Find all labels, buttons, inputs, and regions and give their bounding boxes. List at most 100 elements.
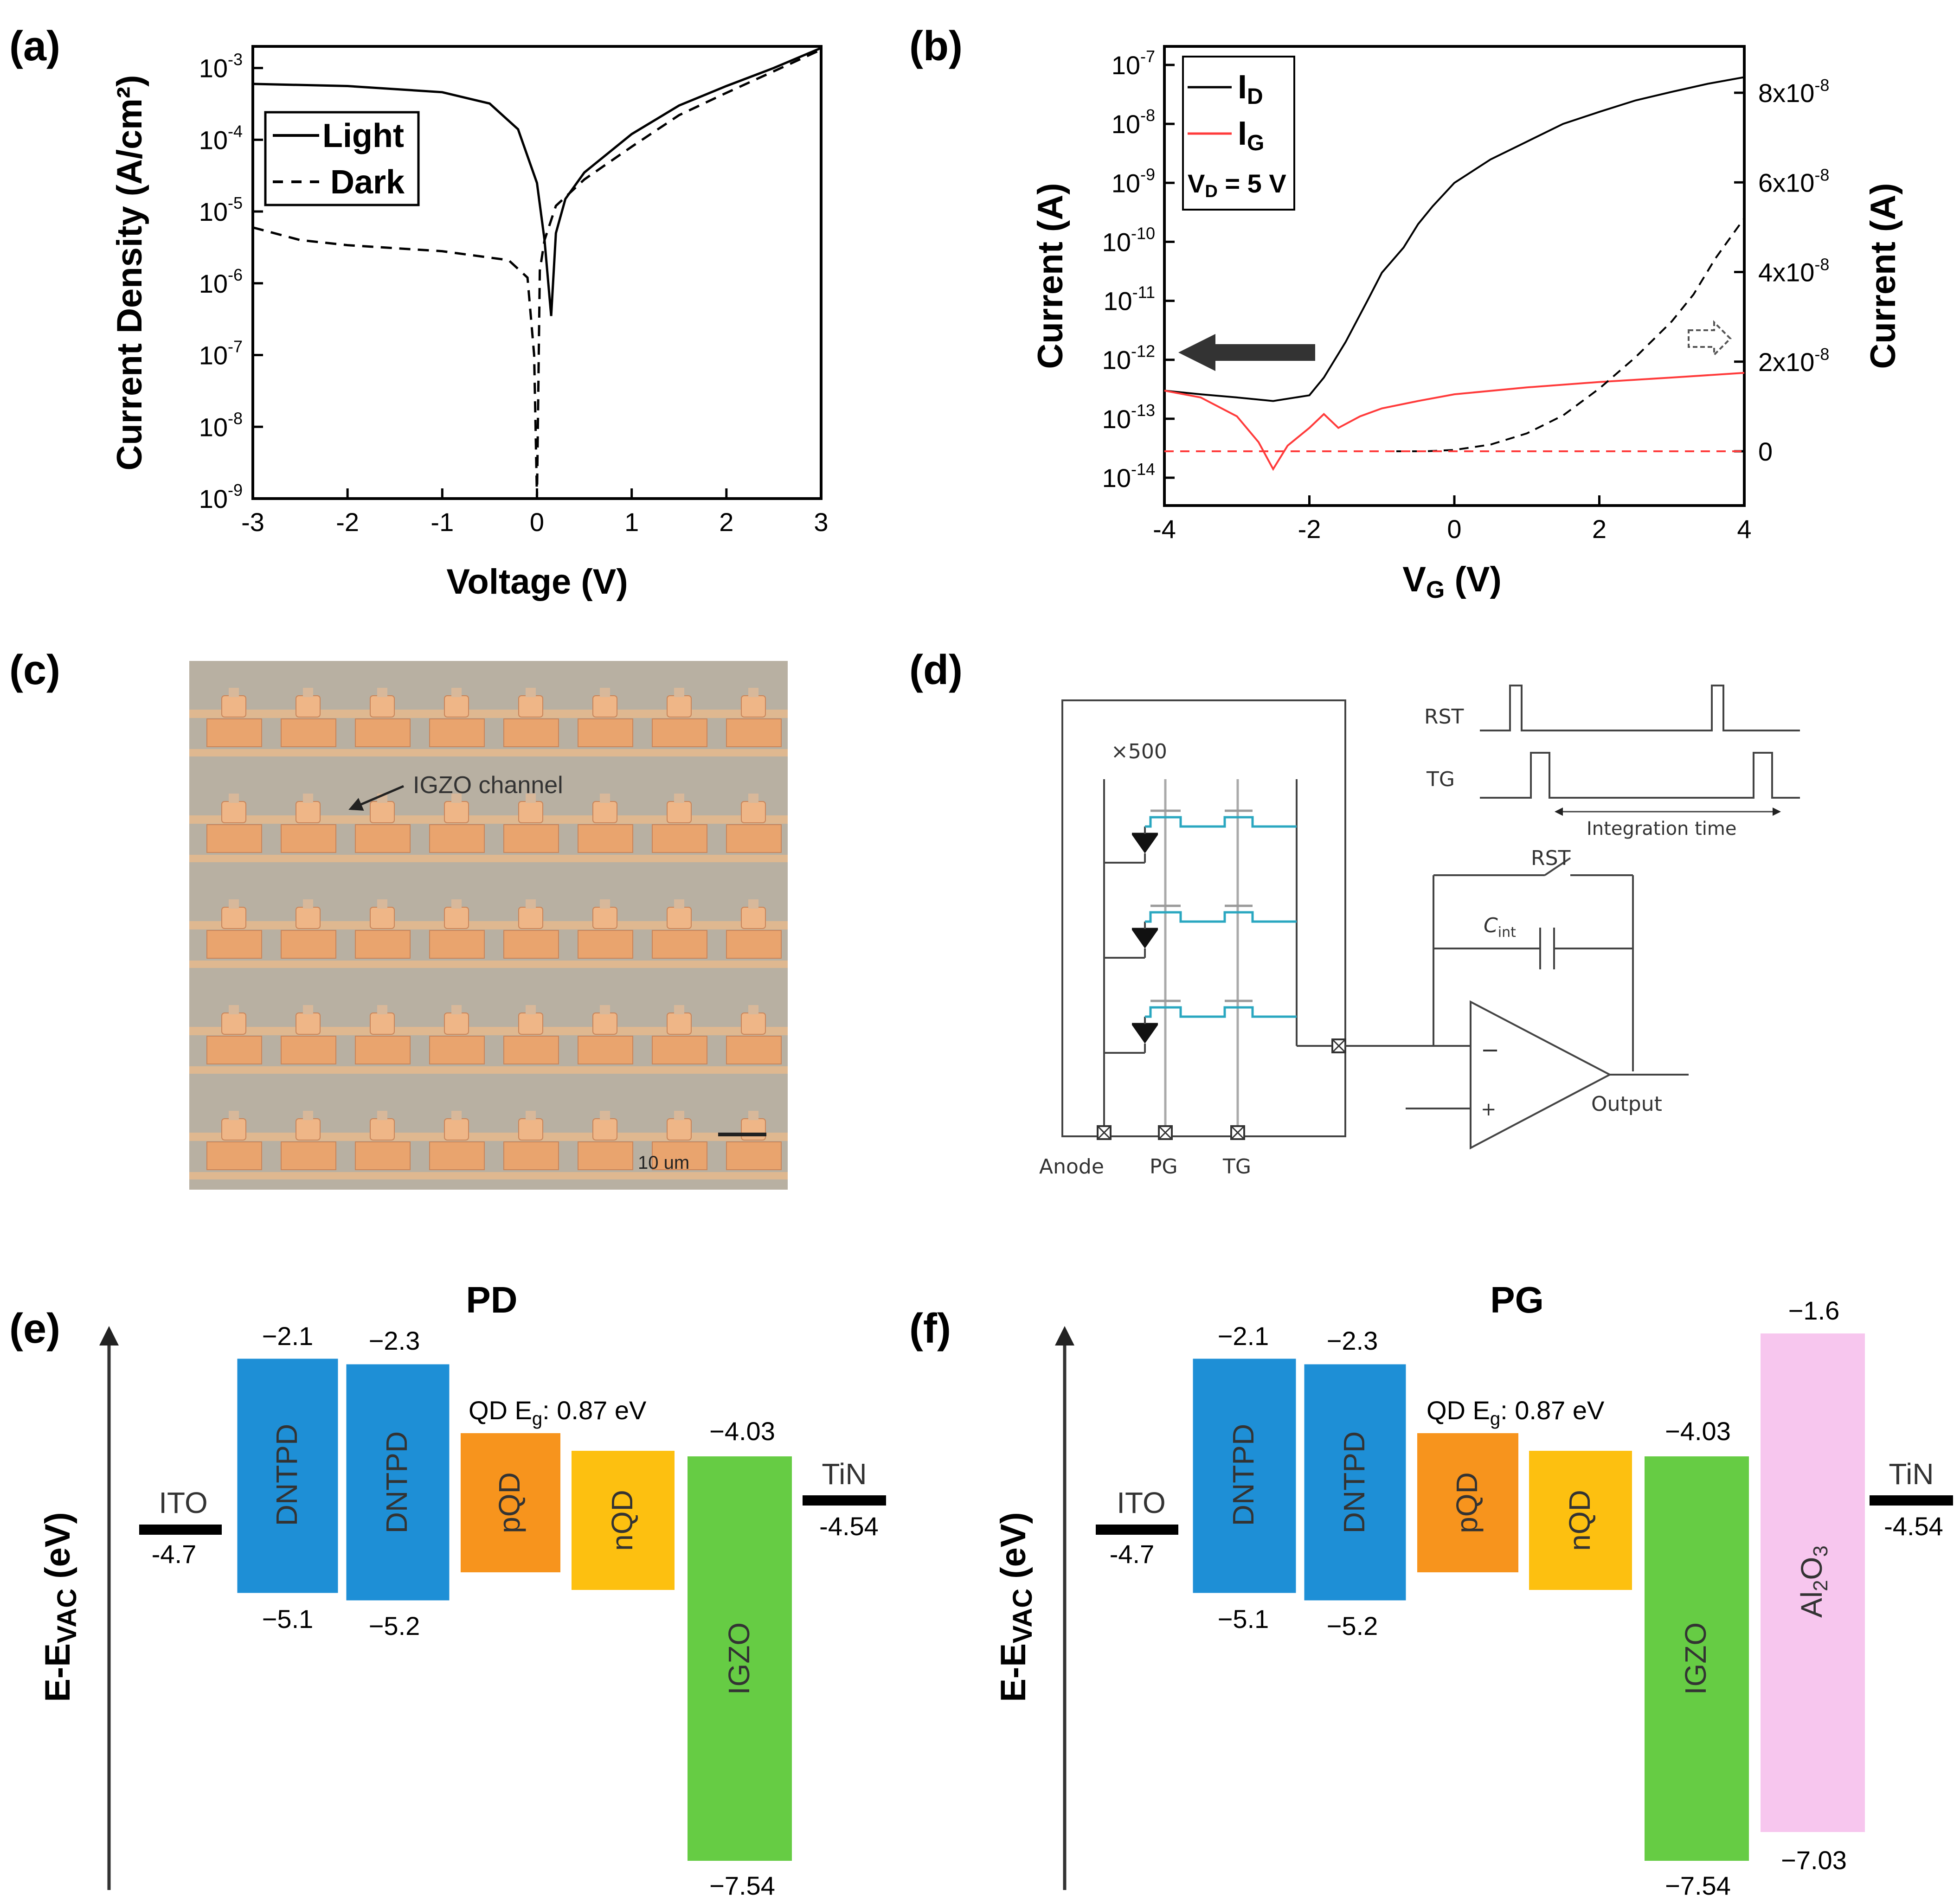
x-tick-label: 1 <box>624 507 639 537</box>
y-tick-base: 10 <box>199 269 228 298</box>
layer-al2o3-bottom: −7.03 <box>1781 1845 1847 1875</box>
panel-b-x-ticks: -4 -2 0 2 4 <box>1153 495 1752 544</box>
capacitor-label: Cint <box>1484 914 1516 941</box>
via-contact <box>451 1005 462 1014</box>
layer-al2o3-label: Al2O3 <box>1795 1545 1832 1618</box>
panel-a-legend-box <box>264 111 420 206</box>
panel-b-y-axis-title-right: Current (A) <box>1864 183 1903 369</box>
qd-bandgap-label: QD Eg: 0.87 eV <box>469 1396 647 1429</box>
electrode-pad <box>652 930 707 959</box>
y-tick-label: 10-9 <box>199 481 243 513</box>
igzo-island <box>370 1118 395 1141</box>
panel-b-series <box>1164 76 1745 471</box>
ito-label: ITO <box>159 1486 208 1519</box>
electrode-pad <box>578 1141 633 1170</box>
metal-line <box>189 1027 788 1035</box>
layer-igzo-top: −4.03 <box>1665 1416 1731 1446</box>
y-tick-base: 10 <box>1102 346 1131 375</box>
y-tick-exponent: -10 <box>1131 224 1155 243</box>
metal-line <box>189 961 788 968</box>
igzo-island <box>667 907 692 929</box>
electrode-pad <box>578 930 633 959</box>
igzo-island <box>741 695 766 718</box>
via-contact <box>674 1111 684 1120</box>
y-tick-exponent: -9 <box>228 481 243 500</box>
via-contact <box>526 1111 536 1120</box>
electrode-pad <box>206 718 262 747</box>
panel-a: (a) 10-310-410-510-610-710-810-9 -3 -2 -1 0… <box>9 23 829 602</box>
via-contact <box>229 794 239 803</box>
via-contact <box>748 1005 758 1014</box>
x-tick-label: -2 <box>1298 514 1321 544</box>
layer-nqd <box>1529 1451 1632 1590</box>
y-tick-base: 10 <box>1102 463 1131 493</box>
y-tick-base: 10 <box>1112 51 1140 80</box>
series-line-id-linear- <box>1396 218 1745 452</box>
integrator-circuit <box>1345 857 1689 1150</box>
right-y-tick-exponent: -8 <box>1814 76 1829 95</box>
electrode-pad <box>281 1036 336 1064</box>
via-contact <box>600 794 610 803</box>
ito-label: ITO <box>1117 1486 1166 1519</box>
metal-line <box>189 1133 788 1141</box>
via-contact <box>600 1005 610 1014</box>
terminal-anode-icon <box>1097 1125 1112 1140</box>
layer-al2o3-top: −1.6 <box>1788 1296 1840 1325</box>
transistor-channel <box>1145 816 1297 828</box>
transistor-channel <box>1145 911 1297 923</box>
y-tick-base: 10 <box>199 412 228 442</box>
panel-d-label: (d) <box>909 647 963 693</box>
ito-value: -4.7 <box>152 1539 197 1569</box>
y-tick-label: 10-4 <box>199 122 243 154</box>
igzo-island <box>444 801 469 823</box>
layer-igzo-label: IGZO <box>1679 1622 1712 1695</box>
via-contact <box>303 1111 313 1120</box>
metal-line <box>189 710 788 718</box>
electrode-pad <box>355 718 411 747</box>
electrode-pad <box>726 1036 782 1064</box>
y-tick-base: 10 <box>1102 404 1131 434</box>
igzo-island <box>667 1012 692 1035</box>
igzo-island <box>221 695 246 718</box>
panel-b-legend: ID IG VD = 5 V <box>1182 56 1295 211</box>
igzo-island <box>592 1012 617 1035</box>
y-tick-exponent: -7 <box>1140 47 1155 66</box>
y-tick-exponent: -8 <box>1140 106 1155 125</box>
igzo-island <box>221 1012 246 1035</box>
y-tick-label: 10-9 <box>1112 165 1155 198</box>
panel-a-legend: Light Dark <box>264 111 420 206</box>
layer-igzo <box>1645 1456 1749 1861</box>
legend-condition-vd: VD = 5 V <box>1188 169 1286 201</box>
electrode-pad <box>281 1141 336 1170</box>
y-tick-exponent: -6 <box>228 265 243 284</box>
panel-f-label: (f) <box>909 1306 951 1352</box>
photodiode-icon <box>1132 930 1158 948</box>
tin-label: TiN <box>822 1457 867 1491</box>
y-tick-label: 10-7 <box>1112 47 1155 80</box>
y-tick-label: 10-14 <box>1102 460 1155 493</box>
igzo-island <box>741 1118 766 1141</box>
opamp-output-label: Output <box>1591 1092 1662 1116</box>
via-contact <box>451 794 462 803</box>
layer-igzo-label: IGZO <box>722 1622 756 1695</box>
electrode-pad <box>726 824 782 853</box>
igzo-island <box>667 695 692 718</box>
electrode-pad <box>503 1141 559 1170</box>
y-tick-base: 10 <box>1112 109 1140 139</box>
y-tick-exponent: -7 <box>228 337 243 356</box>
right-y-tick-exponent: -8 <box>1814 255 1829 274</box>
igzo-island <box>741 801 766 823</box>
igzo-island <box>296 907 321 929</box>
layer-nqd-label: nQD <box>605 1490 639 1551</box>
via-contact <box>526 688 536 697</box>
x-tick-label: -4 <box>1153 514 1176 544</box>
igzo-island <box>370 801 395 823</box>
series-line-id <box>1164 76 1745 402</box>
igzo-island <box>518 801 543 823</box>
panel-e: (e) E-EVAC (eV) PD ITO -4.7 DNTPD −2.1 −… <box>9 1279 886 1900</box>
panel-a-y-ticks: 10-310-410-510-610-710-810-9 <box>199 50 263 513</box>
panel-b-label: (b) <box>909 23 963 70</box>
right-y-tick-label: 6x10-8 <box>1758 165 1829 197</box>
layer-dntpd-1-top: −2.1 <box>262 1321 314 1351</box>
